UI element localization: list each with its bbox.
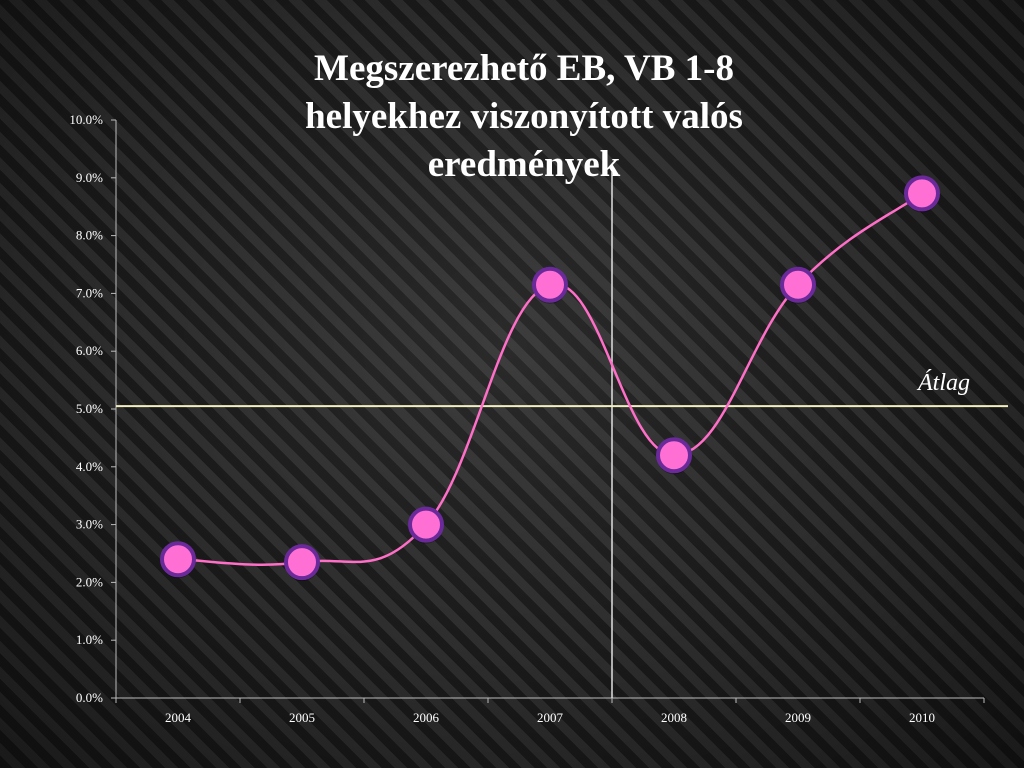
chart-title-line-3: eredmények: [428, 144, 621, 185]
series-line-group: [177, 192, 923, 566]
y-tick-label: 7.0%: [76, 285, 103, 300]
x-tick-label: 2004: [165, 710, 192, 725]
y-tick-label: 0.0%: [76, 690, 103, 705]
data-points: [160, 175, 940, 582]
x-axis-ticks: 2004 2005 2006 2007 2008 2009 2010: [115, 698, 985, 725]
x-tick-label: 2009: [785, 710, 811, 725]
y-tick-label: 5.0%: [76, 401, 103, 416]
y-tick-label: 10.0%: [69, 112, 103, 127]
x-tick-label: 2010: [909, 710, 935, 725]
data-point-2008: [656, 437, 692, 474]
chart-title-line-1: Megszerezhető EB, VB 1-8: [314, 48, 734, 89]
y-tick-label: 8.0%: [76, 228, 103, 243]
average-line-group: Átlag: [116, 370, 1008, 408]
data-point-2010: [904, 175, 940, 212]
x-tick-label: 2005: [289, 710, 315, 725]
y-tick-label: 6.0%: [76, 343, 103, 358]
data-point-2007: [532, 266, 568, 303]
y-tick-label: 2.0%: [76, 574, 103, 589]
chart-title: Megszerezhető EB, VB 1-8 helyekhez viszon…: [305, 48, 743, 185]
y-tick-label: 4.0%: [76, 459, 103, 474]
data-point-2006: [408, 506, 444, 543]
x-tick-label: 2007: [537, 710, 564, 725]
y-tick-label: 3.0%: [76, 517, 103, 532]
chart-title-line-2: helyekhez viszonyított valós: [305, 96, 743, 137]
x-tick-label: 2006: [413, 710, 440, 725]
data-point-2005: [284, 544, 320, 581]
chart-axes: [115, 120, 984, 699]
data-point-2009: [780, 266, 816, 303]
y-axis-ticks: 0.0% 1.0% 2.0% 3.0% 4.0% 5.0% 6.0% 7.0% 8.0% 9.0%…: [69, 112, 116, 705]
y-tick-label: 9.0%: [76, 170, 103, 185]
y-tick-label: 1.0%: [76, 632, 103, 647]
x-tick-label: 2008: [661, 710, 687, 725]
series-line: [177, 192, 923, 566]
average-label: Átlag: [916, 370, 970, 396]
data-point-2004: [160, 541, 196, 578]
